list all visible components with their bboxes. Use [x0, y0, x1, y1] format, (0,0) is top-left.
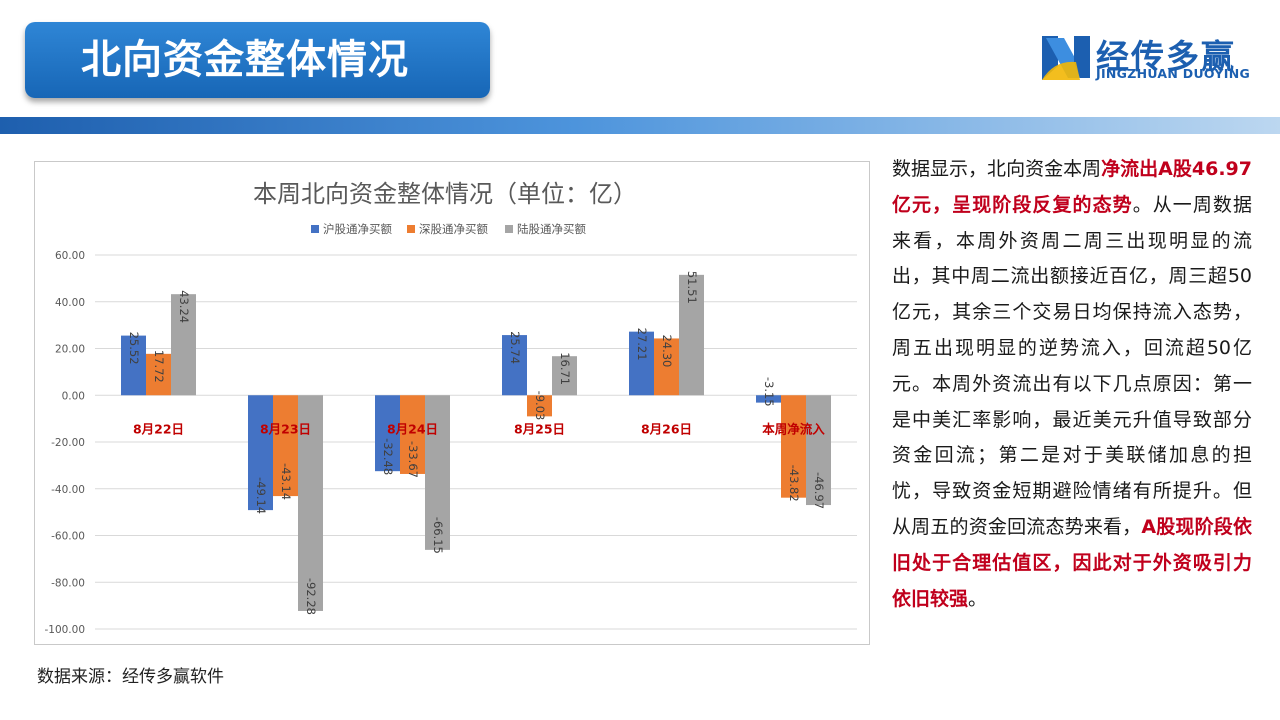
legend-label: 深股通净买额 — [419, 222, 488, 236]
header-divider-band — [0, 117, 1280, 134]
bar — [629, 331, 654, 396]
data-label: 25.52 — [127, 332, 141, 365]
y-tick-label: -40.00 — [51, 484, 85, 496]
data-label: -66.15 — [431, 517, 445, 554]
data-label: -32.48 — [381, 438, 395, 475]
bar — [146, 353, 171, 396]
title-banner: 北向资金整体情况 — [25, 22, 490, 98]
category-label: 本周净流入 — [762, 421, 825, 436]
bar — [806, 395, 831, 506]
data-label: 43.24 — [177, 290, 191, 323]
data-label: 27.21 — [635, 328, 649, 361]
bar — [425, 395, 450, 550]
commentary-text: 数据显示，北向资金本周净流出A股46.97亿元，呈现阶段反复的态势。从一周数据来… — [892, 152, 1252, 617]
commentary-segment: 数据显示，北向资金本周 — [892, 158, 1102, 180]
bar — [121, 335, 146, 396]
bar — [375, 395, 400, 472]
data-label: 25.74 — [508, 331, 522, 364]
y-tick-label: -80.00 — [51, 577, 85, 589]
chart-title: 本周北向资金整体情况（单位：亿） — [253, 180, 637, 208]
bar — [171, 294, 196, 396]
data-label: -49.14 — [254, 477, 268, 514]
legend-swatch — [407, 225, 415, 233]
bar — [273, 395, 298, 497]
y-tick-label: 60.00 — [55, 250, 85, 262]
bar — [248, 395, 273, 511]
data-label: -9.03 — [533, 391, 547, 421]
bar — [654, 338, 679, 396]
category-label: 8月23日 — [260, 421, 311, 436]
y-tick-label: -60.00 — [51, 531, 85, 543]
y-tick-label: 20.00 — [55, 344, 85, 356]
y-tick-label: -20.00 — [51, 437, 85, 449]
category-label: 8月25日 — [514, 421, 565, 436]
data-label: -92.28 — [304, 578, 318, 615]
legend-label: 陆股通净买额 — [517, 222, 586, 236]
data-label: 16.71 — [558, 352, 572, 385]
bar — [298, 395, 323, 611]
bar — [527, 395, 552, 417]
commentary-highlight: 净流出A股46.97亿元，呈现阶段反复的态势 — [892, 158, 1252, 216]
bar — [400, 395, 425, 474]
logo-name-cn: 经传多赢 — [1096, 37, 1236, 76]
category-label: 8月26日 — [641, 421, 692, 436]
commentary-highlight: A股现阶段依旧处于合理估值区，因此对于外资吸引力依旧较强 — [892, 515, 1252, 610]
data-label: -33.67 — [406, 441, 420, 478]
logo: 经传多赢 JINGZHUAN DUOYING — [1040, 30, 1260, 86]
bar — [781, 395, 806, 498]
y-tick-label: 0.00 — [62, 390, 85, 402]
logo-name-en: JINGZHUAN DUOYING — [1096, 66, 1251, 81]
y-tick-label: -100.00 — [44, 624, 85, 636]
data-source-note: 数据来源：经传多赢软件 — [37, 667, 224, 687]
data-label: 51.51 — [685, 271, 699, 304]
legend-label: 沪股通净买额 — [323, 222, 392, 236]
bar — [679, 274, 704, 396]
data-label: -43.82 — [787, 465, 801, 502]
data-label: 17.72 — [152, 350, 166, 383]
jingzhuan-logo-icon — [1042, 36, 1090, 80]
commentary-segment: 。从一周数据来看，本周外资周二周三出现明显的流出，其中周二流出额接近百亿，周三超… — [892, 193, 1252, 538]
data-label: -43.14 — [279, 463, 293, 500]
legend-swatch — [311, 225, 319, 233]
data-label: 24.30 — [660, 334, 674, 367]
chart-frame: 本周北向资金整体情况（单位：亿） 沪股通净买额 深股通净买额 陆股通净买额 60.00 4… — [34, 161, 870, 645]
data-label: -46.97 — [812, 472, 826, 509]
data-label: -3.15 — [762, 377, 776, 407]
bar — [502, 335, 527, 396]
page-title: 北向资金整体情况 — [81, 37, 409, 83]
legend-swatch — [505, 225, 513, 233]
bar — [756, 395, 781, 403]
commentary-segment: 。 — [968, 587, 988, 610]
bar-chart: 本周北向资金整体情况（单位：亿） 沪股通净买额 深股通净买额 陆股通净买额 60.00 4… — [44, 180, 857, 636]
bar — [552, 356, 577, 396]
category-label: 8月24日 — [387, 421, 438, 436]
y-tick-label: 40.00 — [55, 297, 85, 309]
category-label: 8月22日 — [133, 421, 184, 436]
